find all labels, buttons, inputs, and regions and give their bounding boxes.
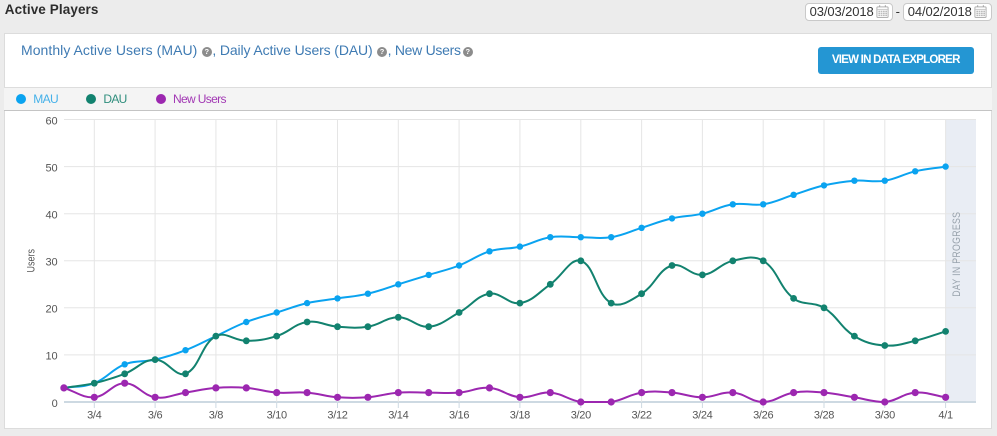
svg-text:3/30: 3/30 [875, 410, 895, 422]
svg-text:30: 30 [45, 257, 57, 269]
svg-text:3/4: 3/4 [87, 410, 102, 422]
svg-text:3/12: 3/12 [327, 410, 347, 422]
svg-text:4/1: 4/1 [938, 410, 953, 422]
svg-text:0: 0 [52, 398, 58, 410]
svg-text:3/20: 3/20 [571, 410, 591, 422]
svg-text:3/24: 3/24 [692, 410, 712, 422]
svg-text:60: 60 [45, 115, 57, 127]
svg-text:3/16: 3/16 [449, 410, 469, 422]
svg-text:Users: Users [26, 249, 38, 273]
svg-text:3/6: 3/6 [148, 410, 163, 422]
svg-text:20: 20 [45, 304, 57, 316]
svg-text:3/26: 3/26 [753, 410, 773, 422]
svg-text:10: 10 [45, 351, 57, 363]
svg-text:3/14: 3/14 [388, 410, 408, 422]
svg-text:DAY IN PROGRESS: DAY IN PROGRESS [951, 212, 963, 297]
svg-text:3/10: 3/10 [267, 410, 287, 422]
svg-text:50: 50 [45, 162, 57, 174]
svg-text:3/28: 3/28 [814, 410, 834, 422]
svg-text:3/8: 3/8 [209, 410, 224, 422]
svg-text:3/18: 3/18 [510, 410, 530, 422]
svg-text:40: 40 [45, 210, 57, 222]
svg-text:3/22: 3/22 [631, 410, 651, 422]
